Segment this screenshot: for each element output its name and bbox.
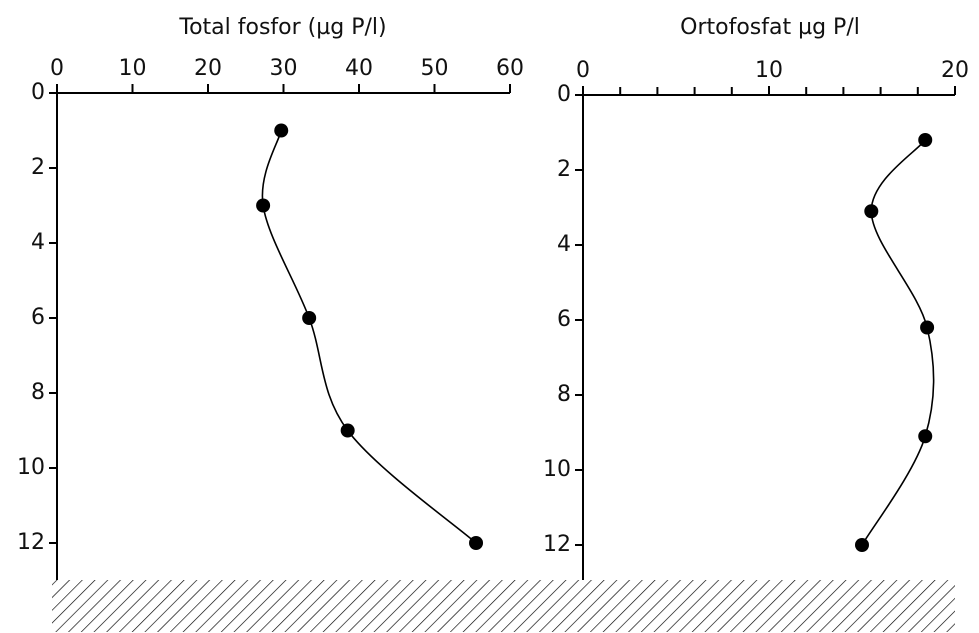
data-point bbox=[920, 320, 935, 335]
y-tick-label: 10 bbox=[543, 457, 571, 482]
y-tick-label: 4 bbox=[31, 230, 45, 255]
y-tick-label: 2 bbox=[557, 157, 571, 182]
data-point bbox=[864, 204, 879, 219]
data-point bbox=[918, 429, 933, 444]
y-tick-label: 12 bbox=[543, 532, 571, 557]
x-tick-label: 10 bbox=[755, 58, 783, 83]
y-tick-label: 8 bbox=[31, 380, 45, 405]
x-tick-label: 40 bbox=[345, 56, 373, 81]
data-point bbox=[918, 133, 933, 147]
y-tick-label: 6 bbox=[31, 305, 45, 330]
x-tick-label: 50 bbox=[421, 56, 449, 81]
y-tick-label: 8 bbox=[557, 382, 571, 407]
chart-title: Total fosfor (µg P/l) bbox=[178, 15, 386, 40]
profile-curve bbox=[861, 139, 935, 546]
data-point bbox=[340, 423, 355, 438]
data-point bbox=[274, 123, 289, 138]
chart-title: Ortofosfat µg P/l bbox=[680, 15, 860, 40]
y-tick-label: 4 bbox=[557, 232, 571, 257]
x-tick-label: 60 bbox=[496, 56, 524, 81]
x-tick-label: 10 bbox=[119, 56, 147, 81]
profile-curve bbox=[261, 130, 477, 544]
x-tick-label: 0 bbox=[576, 58, 590, 83]
sediment-hatch bbox=[52, 580, 955, 632]
y-tick-label: 6 bbox=[557, 307, 571, 332]
x-tick-label: 20 bbox=[941, 58, 969, 83]
y-tick-label: 2 bbox=[31, 155, 45, 180]
x-tick-label: 0 bbox=[50, 56, 64, 81]
data-point bbox=[256, 198, 271, 213]
y-tick-label: 0 bbox=[557, 82, 571, 107]
data-point bbox=[469, 536, 484, 550]
x-tick-label: 30 bbox=[270, 56, 298, 81]
y-tick-label: 12 bbox=[17, 530, 45, 555]
y-tick-label: 10 bbox=[17, 455, 45, 480]
data-point bbox=[855, 538, 869, 552]
y-tick-label: 0 bbox=[31, 80, 45, 105]
data-point bbox=[302, 311, 317, 325]
x-tick-label: 20 bbox=[194, 56, 222, 81]
